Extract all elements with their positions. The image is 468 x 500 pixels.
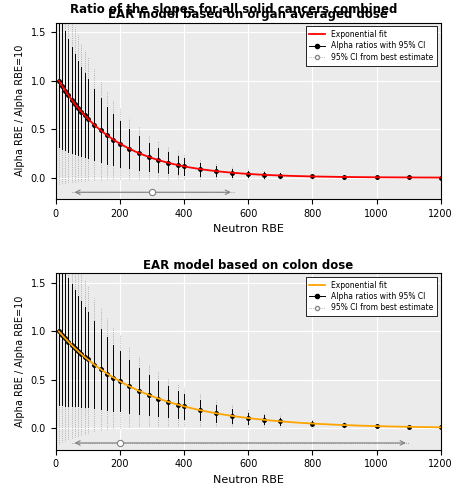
Legend: Exponential fit, Alpha ratios with 95% CI, 95% CI from best estimate: Exponential fit, Alpha ratios with 95% C… xyxy=(306,277,437,316)
Text: Ratio of the slopes for all solid cancers combined: Ratio of the slopes for all solid cancer… xyxy=(70,2,398,16)
Y-axis label: Alpha RBE / Alpha RBE=10: Alpha RBE / Alpha RBE=10 xyxy=(15,296,25,427)
X-axis label: Neutron RBE: Neutron RBE xyxy=(213,475,284,485)
Y-axis label: Alpha RBE / Alpha RBE=10: Alpha RBE / Alpha RBE=10 xyxy=(15,45,25,176)
Title: EAR model based on organ averaged dose: EAR model based on organ averaged dose xyxy=(108,8,388,22)
Title: EAR model based on colon dose: EAR model based on colon dose xyxy=(143,259,353,272)
Legend: Exponential fit, Alpha ratios with 95% CI, 95% CI from best estimate: Exponential fit, Alpha ratios with 95% C… xyxy=(306,26,437,66)
X-axis label: Neutron RBE: Neutron RBE xyxy=(213,224,284,234)
